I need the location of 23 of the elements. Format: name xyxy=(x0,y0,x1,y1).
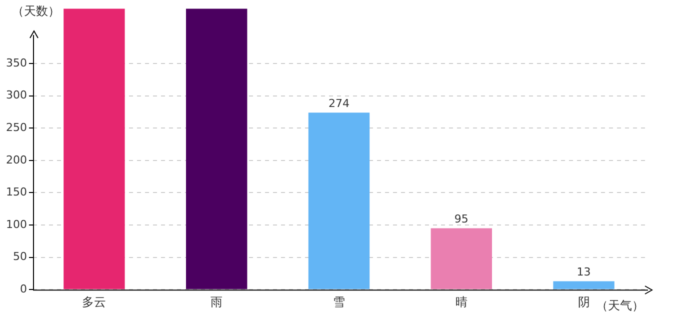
x-tick-label: 雪 xyxy=(333,294,345,309)
y-tick-label: 200 xyxy=(6,153,27,166)
x-tick-label: 晴 xyxy=(455,294,468,309)
data-label: 274 xyxy=(328,96,350,110)
y-tick-label: 150 xyxy=(6,186,27,199)
bar xyxy=(64,8,125,290)
y-tick-label: 350 xyxy=(6,56,27,70)
data-label: 95 xyxy=(454,212,468,226)
y-tick-label: 50 xyxy=(13,250,27,264)
y-tick-label: 300 xyxy=(6,88,27,102)
bar xyxy=(553,281,614,290)
x-tick-label: 阴 xyxy=(578,294,590,309)
y-tick-label: 0 xyxy=(20,282,27,296)
bar xyxy=(186,8,248,290)
data-label: 13 xyxy=(576,266,591,279)
x-axis-title: （天气） xyxy=(596,298,644,313)
y-tick-label: 100 xyxy=(6,218,27,231)
bar xyxy=(430,228,492,290)
x-tick-label: 雨 xyxy=(210,294,223,309)
y-axis-title: （天数） xyxy=(12,4,60,18)
bar xyxy=(308,112,370,290)
x-tick-label: 多云 xyxy=(82,294,106,309)
y-tick-label: 250 xyxy=(6,120,27,134)
